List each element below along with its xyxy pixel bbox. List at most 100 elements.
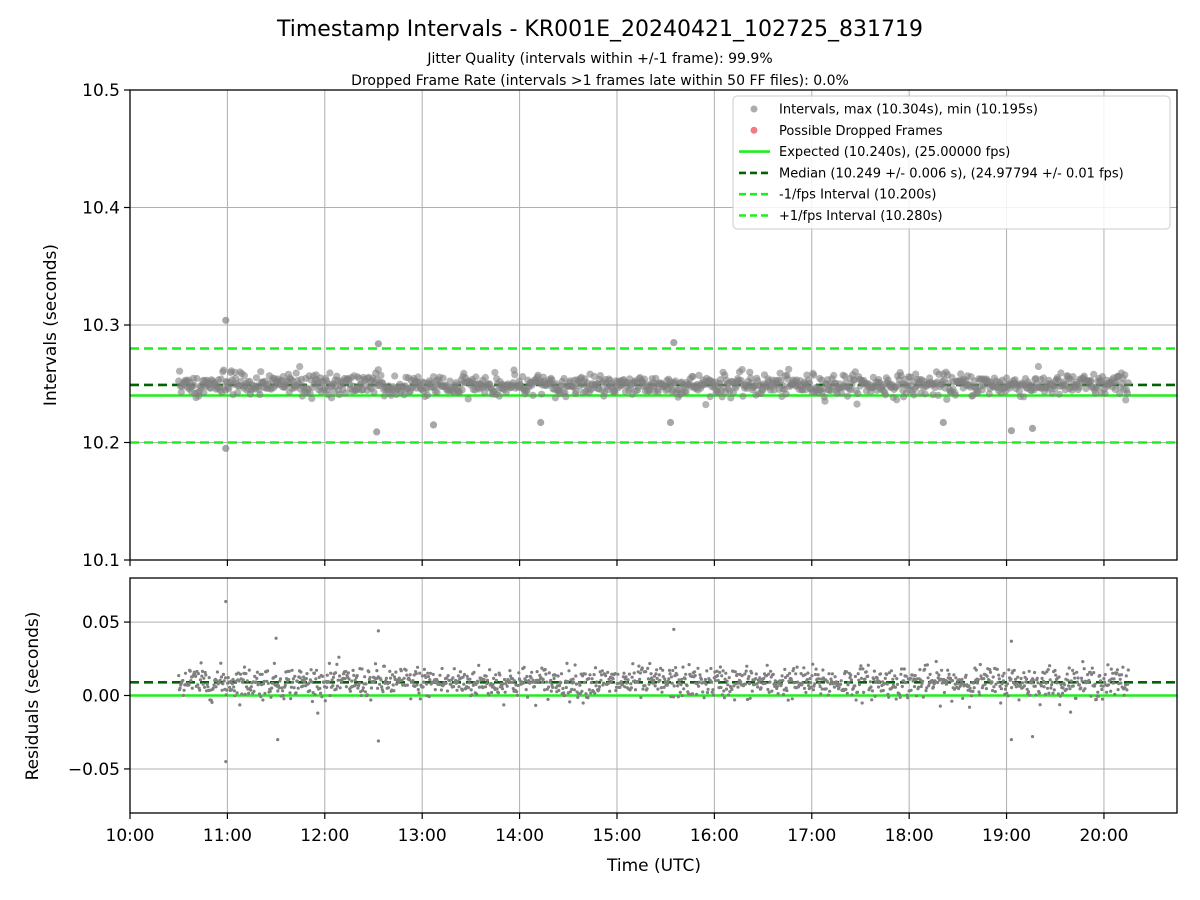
intervals-panel: 10.1 10.2 10.3 10.4 10.5 Intervals (seconds)… bbox=[41, 81, 1178, 571]
residual-point bbox=[762, 676, 766, 681]
residual-point bbox=[535, 670, 539, 674]
residual-point bbox=[202, 685, 207, 689]
residual-point bbox=[618, 685, 622, 690]
residual-point bbox=[795, 665, 799, 669]
residual-point bbox=[557, 684, 562, 688]
interval-point bbox=[810, 371, 818, 379]
residual-point bbox=[549, 689, 553, 693]
residual-point bbox=[811, 662, 815, 666]
residual-point bbox=[725, 679, 729, 683]
residual-point bbox=[571, 677, 575, 681]
residual-point bbox=[382, 664, 386, 668]
residual-point bbox=[974, 668, 978, 672]
residual-point bbox=[449, 682, 453, 686]
interval-point bbox=[538, 390, 546, 398]
residual-point bbox=[281, 689, 285, 693]
residual-point bbox=[853, 684, 857, 688]
residual-point bbox=[311, 691, 315, 695]
residual-point bbox=[237, 679, 241, 683]
residual-point bbox=[422, 667, 426, 672]
interval-point bbox=[716, 376, 725, 384]
residual-point bbox=[510, 680, 514, 684]
residual-point bbox=[624, 675, 628, 679]
residual-point bbox=[648, 661, 652, 666]
residual-point bbox=[808, 677, 812, 681]
residual-point bbox=[875, 676, 879, 680]
interval-point bbox=[738, 366, 746, 374]
residual-point bbox=[1090, 666, 1094, 670]
residual-point bbox=[877, 679, 881, 684]
interval-point bbox=[481, 373, 489, 382]
intervals-y-tick-label: 10.5 bbox=[82, 81, 120, 101]
residual-point bbox=[192, 670, 196, 674]
residual-point bbox=[357, 681, 361, 685]
residual-point bbox=[909, 688, 913, 692]
residual-point bbox=[1061, 686, 1065, 690]
interval-point bbox=[233, 389, 242, 397]
residual-point bbox=[811, 688, 816, 692]
residual-point bbox=[477, 663, 481, 668]
residual-point bbox=[698, 673, 702, 677]
interval-point bbox=[646, 387, 654, 395]
interval-point bbox=[176, 367, 184, 375]
residuals-x-tick-label: 10:00 bbox=[106, 826, 155, 846]
residual-point bbox=[904, 681, 908, 685]
interval-point bbox=[200, 389, 208, 397]
residual-point bbox=[194, 674, 198, 679]
residual-point bbox=[310, 699, 314, 704]
residual-point bbox=[278, 677, 283, 681]
residual-point bbox=[257, 681, 261, 685]
residual-point bbox=[1080, 679, 1084, 683]
residual-point bbox=[189, 679, 193, 683]
residual-point bbox=[792, 681, 796, 685]
residual-point bbox=[299, 670, 303, 674]
residual-point bbox=[928, 672, 932, 677]
residual-point bbox=[913, 673, 917, 678]
residual-point bbox=[650, 676, 654, 680]
residual-point bbox=[676, 695, 680, 699]
residual-point bbox=[850, 693, 854, 697]
residual-point bbox=[561, 686, 565, 691]
residual-point bbox=[1125, 688, 1129, 692]
interval-point bbox=[177, 388, 185, 396]
residual-point bbox=[458, 670, 462, 674]
residual-point bbox=[587, 677, 591, 681]
residual-point bbox=[637, 664, 641, 668]
residual-point bbox=[1052, 688, 1056, 692]
residual-point bbox=[1036, 681, 1040, 685]
residual-point bbox=[781, 678, 785, 683]
residual-point bbox=[991, 675, 995, 679]
residual-point bbox=[1119, 673, 1124, 677]
residual-point bbox=[494, 678, 498, 682]
residual-point bbox=[200, 674, 204, 678]
residual-point bbox=[391, 683, 395, 687]
residual-point bbox=[978, 693, 982, 697]
residual-point bbox=[277, 686, 281, 690]
chart-legend: Intervals, max (10.304s), min (10.195s) P… bbox=[732, 95, 1171, 230]
residual-point bbox=[440, 666, 444, 671]
residual-point bbox=[687, 663, 691, 667]
residual-point bbox=[1024, 680, 1028, 684]
residual-point bbox=[727, 676, 731, 680]
residual-point bbox=[270, 686, 274, 690]
residual-point bbox=[1083, 687, 1087, 691]
residual-point bbox=[397, 676, 401, 680]
residual-point bbox=[433, 688, 437, 692]
residual-point bbox=[1035, 676, 1039, 680]
intervals-y-tick-label: 10.4 bbox=[82, 199, 120, 219]
residual-point bbox=[832, 685, 837, 689]
residual-point bbox=[231, 677, 235, 682]
residual-point bbox=[338, 686, 342, 690]
residual-point bbox=[451, 676, 455, 680]
residual-point bbox=[716, 674, 720, 678]
residual-point bbox=[527, 679, 531, 683]
residual-point-outlier bbox=[1009, 639, 1014, 643]
residual-point bbox=[469, 688, 473, 692]
residual-point bbox=[1102, 677, 1106, 681]
residual-point bbox=[945, 679, 949, 684]
residual-point bbox=[323, 699, 327, 703]
interval-point bbox=[951, 391, 960, 399]
interval-point bbox=[296, 363, 304, 371]
residual-point bbox=[616, 672, 620, 676]
residual-point bbox=[188, 669, 192, 673]
